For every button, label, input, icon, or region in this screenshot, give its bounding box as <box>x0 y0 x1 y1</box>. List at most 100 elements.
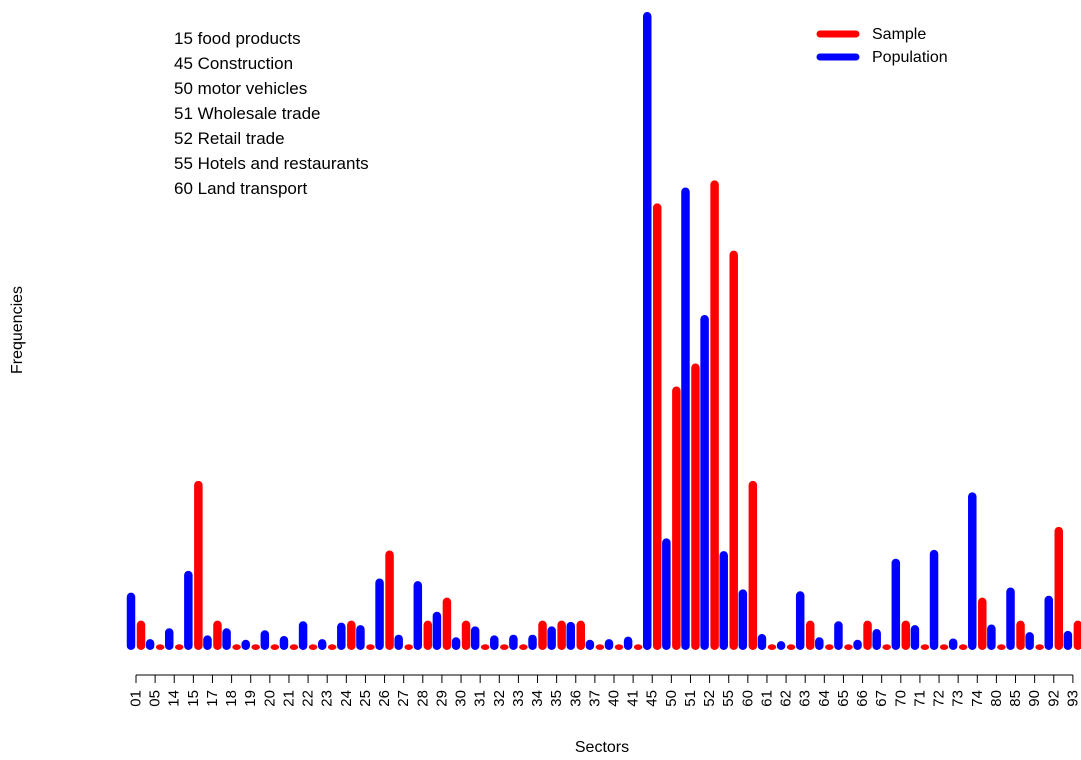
bar-population-30 <box>451 637 461 650</box>
x-tick-label-45: 45 <box>644 690 661 707</box>
bar-sample-32 <box>500 644 509 650</box>
x-tick-label-29: 29 <box>433 690 450 707</box>
x-tick-label-27: 27 <box>395 690 412 707</box>
bar-sample-50 <box>672 386 681 650</box>
x-tick-label-40: 40 <box>606 690 623 707</box>
bar-population-35 <box>547 626 556 650</box>
bar-sample-55 <box>729 250 738 651</box>
bar-sample-70 <box>901 620 911 650</box>
bar-population-65 <box>834 621 843 650</box>
x-tick-label-33: 33 <box>510 690 527 707</box>
annotation-line: 55 Hotels and restaurants <box>174 154 369 173</box>
bar-population-62 <box>776 641 786 650</box>
bar-sample-05 <box>155 644 165 650</box>
x-tick-label-55: 55 <box>720 690 737 707</box>
bar-population-52 <box>700 315 709 650</box>
x-tick-label-51: 51 <box>682 690 699 707</box>
bar-sample-51 <box>691 363 700 650</box>
bar-sample-62 <box>786 644 796 650</box>
bar-sample-64 <box>825 644 834 650</box>
bar-population-80 <box>987 624 996 650</box>
bar-population-74 <box>968 492 977 650</box>
bar-sample-01 <box>136 620 146 650</box>
x-tick-label-52: 52 <box>701 690 718 707</box>
bar-sample-41 <box>633 644 643 650</box>
bar-population-92 <box>1044 595 1054 650</box>
bar-sample-35 <box>557 620 566 650</box>
sector-annotations: 15 food products 45 Construction 50 motor … <box>174 29 369 198</box>
x-axis: 01 05 14 15 17 18 19 20 21 22 23 24 25 26 27 28 29 30 31 32… <box>128 674 1081 707</box>
x-tick-label-18: 18 <box>223 690 240 707</box>
x-tick-label-25: 25 <box>357 690 374 707</box>
bar-sample-17 <box>213 620 222 650</box>
x-tick-label-21: 21 <box>280 690 297 707</box>
bar-sample-60 <box>748 480 758 650</box>
bar-population-60 <box>738 589 748 650</box>
bar-sample-52 <box>710 180 719 650</box>
x-tick-label-28: 28 <box>414 690 431 707</box>
bar-population-40 <box>604 639 614 650</box>
bar-sample-26 <box>385 550 394 650</box>
x-tick-label-17: 17 <box>204 690 221 707</box>
bar-population-51 <box>681 187 690 650</box>
bar-population-70 <box>891 558 901 650</box>
bar-population-66 <box>853 639 862 650</box>
bar-population-31 <box>470 626 480 650</box>
x-tick-label-85: 85 <box>1007 690 1024 707</box>
bar-sample-20 <box>270 644 280 650</box>
x-tick-label-65: 65 <box>835 690 852 707</box>
bar-sample-67 <box>882 644 891 650</box>
bar-sample-23 <box>327 644 337 650</box>
bar-population-64 <box>815 637 824 650</box>
bar-population-67 <box>872 628 881 650</box>
x-tick-label-32: 32 <box>491 690 508 707</box>
x-tick-label-23: 23 <box>319 690 336 707</box>
bar-sample-24 <box>347 620 356 650</box>
annotation-line: 52 Retail trade <box>174 129 285 148</box>
x-tick-label-72: 72 <box>931 690 948 707</box>
bar-population-17 <box>203 635 212 650</box>
bar-population-61 <box>757 634 767 650</box>
bar-population-85 <box>1006 587 1015 650</box>
bar-sample-34 <box>538 620 547 650</box>
x-tick-label-67: 67 <box>873 690 890 707</box>
x-tick-label-34: 34 <box>529 690 546 707</box>
x-tick-label-80: 80 <box>988 690 1005 707</box>
bar-sample-30 <box>461 620 471 650</box>
bar-population-14 <box>164 628 174 650</box>
bar-sample-45 <box>652 203 662 650</box>
bar-sample-65 <box>844 644 853 650</box>
x-tick-label-31: 31 <box>472 690 489 707</box>
x-tick-label-61: 61 <box>758 690 775 707</box>
bar-sample-25 <box>366 644 375 650</box>
legend-label-population: Population <box>872 49 948 66</box>
bar-sample-22 <box>308 644 318 650</box>
x-tick-label-36: 36 <box>567 690 584 707</box>
x-tick-label-50: 50 <box>663 690 680 707</box>
bar-sample-18 <box>232 644 241 650</box>
bar-population-05 <box>145 639 155 650</box>
bar-sample-33 <box>519 644 528 650</box>
bar-population-71 <box>910 625 920 650</box>
bar-population-27 <box>394 634 403 650</box>
x-tick-label-71: 71 <box>911 690 928 707</box>
x-tick-label-20: 20 <box>261 690 278 707</box>
bar-sample-61 <box>767 644 777 650</box>
x-tick-label-35: 35 <box>548 690 565 707</box>
bar-sample-19 <box>251 644 260 650</box>
x-tick-label-74: 74 <box>969 690 986 707</box>
annotation-line: 51 Wholesale trade <box>174 104 320 123</box>
x-tick-label-62: 62 <box>778 690 795 707</box>
x-tick-label-05: 05 <box>147 690 164 707</box>
y-axis-label: Frequencies <box>9 286 26 374</box>
x-tick-label-41: 41 <box>625 690 642 707</box>
bar-population-41 <box>623 636 633 650</box>
bar-population-90 <box>1025 632 1034 650</box>
bar-sample-40 <box>614 644 624 650</box>
bar-sample-27 <box>404 644 413 650</box>
bar-population-28 <box>413 581 423 650</box>
bar-sample-63 <box>805 620 815 650</box>
bar-sample-14 <box>174 644 184 650</box>
bar-population-37 <box>585 639 595 650</box>
